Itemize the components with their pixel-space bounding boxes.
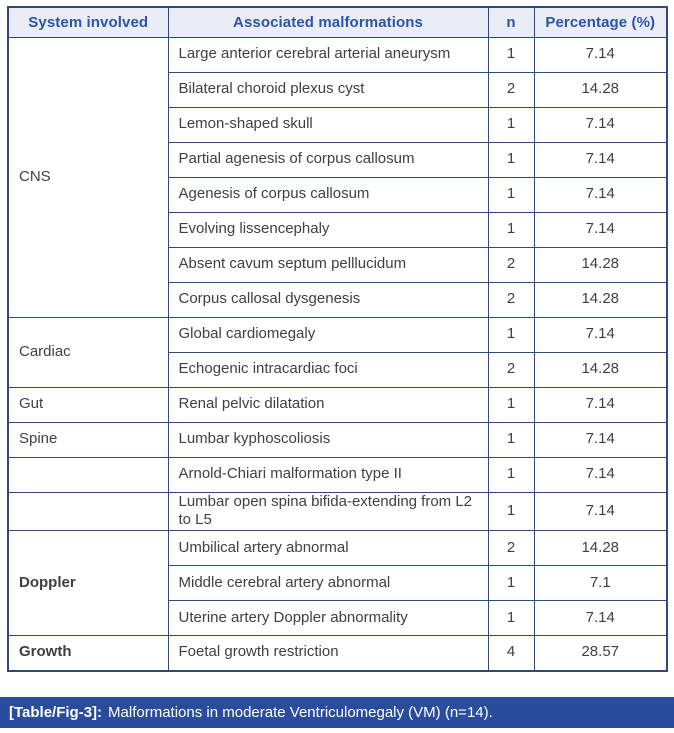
table-row: Middle cerebral artery abnormal 1 7.1 (8, 565, 668, 601)
system-cell: Gut (7, 386, 169, 423)
malformation-cell: Large anterior cerebral arterial aneurys… (167, 36, 489, 73)
table-caption: [Table/Fig-3]: Malformations in moderate… (0, 697, 674, 728)
header-row: System involved Associated malformations n… (7, 6, 668, 38)
count-cell: 1 (487, 600, 535, 636)
percentage-cell: 7.14 (533, 36, 668, 73)
column-header-2: n (487, 6, 535, 38)
system-cell (7, 491, 169, 531)
count-cell: 1 (487, 565, 535, 601)
table-row: Agenesis of corpus callosum 1 7.14 (8, 176, 668, 213)
malformation-cell: Umbilical artery abnormal (167, 530, 489, 566)
malformation-cell: Foetal growth restriction (167, 635, 489, 671)
percentage-cell: 14.28 (533, 530, 668, 566)
malformation-cell: Corpus callosal dysgenesis (167, 281, 489, 318)
table-row: Evolving lissencephaly 1 7.14 (8, 211, 668, 248)
malformation-cell: Lemon-shaped skull (167, 106, 489, 143)
system-cell (7, 456, 169, 493)
percentage-cell: 7.14 (533, 106, 668, 143)
caption-text: Malformations in moderate Ventriculomega… (108, 704, 493, 721)
count-cell: 1 (487, 386, 535, 423)
percentage-cell: 7.14 (533, 386, 668, 423)
percentage-cell: 14.28 (533, 71, 668, 108)
malformation-cell: Echogenic intracardiac foci (167, 351, 489, 388)
count-cell: 2 (487, 246, 535, 283)
table-figure: System involved Associated malformations n… (0, 6, 674, 733)
percentage-cell: 7.14 (533, 211, 668, 248)
percentage-cell: 14.28 (533, 246, 668, 283)
malformation-cell: Evolving lissencephaly (167, 211, 489, 248)
system-cell: Spine (7, 421, 169, 458)
column-header-1: Associated malformations (167, 6, 489, 38)
malformation-cell: Lumbar kyphoscoliosis (167, 421, 489, 458)
table-row: Spine Lumbar kyphoscoliosis 1 7.14 (7, 421, 668, 458)
count-cell: 2 (487, 530, 535, 566)
count-cell: 2 (487, 71, 535, 108)
percentage-cell: 7.14 (533, 456, 668, 493)
count-cell: 1 (487, 316, 535, 353)
table-body: CNS Large anterior cerebral arterial aneu… (7, 36, 668, 671)
table-row: Bilateral choroid plexus cyst 2 14.28 (8, 71, 668, 108)
count-cell: 1 (487, 106, 535, 143)
percentage-cell: 28.57 (533, 635, 668, 671)
count-cell: 1 (487, 176, 535, 213)
percentage-cell: 7.14 (533, 421, 668, 458)
malformation-cell: Partial agenesis of corpus callosum (167, 141, 489, 178)
malformations-table: System involved Associated malformations n… (7, 6, 668, 672)
table-row: Doppler Umbilical artery abnormal 2 14.28 (7, 530, 668, 636)
percentage-cell: 7.14 (533, 141, 668, 178)
percentage-cell: 7.14 (533, 491, 668, 531)
caption-label: [Table/Fig-3]: (9, 704, 103, 721)
column-header-3: Percentage (%) (533, 6, 668, 38)
percentage-cell: 7.14 (533, 316, 668, 353)
table-row: CNS Large anterior cerebral arterial aneu… (7, 36, 668, 318)
count-cell: 1 (487, 36, 535, 73)
column-header-0: System involved (7, 6, 169, 38)
malformation-cell: Middle cerebral artery abnormal (167, 565, 489, 601)
table-row: Corpus callosal dysgenesis 2 14.28 (8, 281, 668, 318)
malformation-cell: Lumbar open spina bifida-extending from … (167, 491, 489, 531)
malformation-cell: Absent cavum septum pelllucidum (167, 246, 489, 283)
count-cell: 1 (487, 141, 535, 178)
system-cell: Cardiac (7, 316, 169, 388)
malformation-cell: Global cardiomegaly (167, 316, 489, 353)
table-row: Lumbar open spina bifida-extending from … (7, 491, 668, 531)
count-cell: 2 (487, 281, 535, 318)
malformation-cell: Renal pelvic dilatation (167, 386, 489, 423)
table-row: Cardiac Global cardiomegaly 1 7.14 (7, 316, 668, 388)
system-cell: Doppler (7, 530, 169, 636)
count-cell: 1 (487, 491, 535, 531)
percentage-cell: 14.28 (533, 281, 668, 318)
percentage-cell: 7.14 (533, 600, 668, 636)
percentage-cell: 7.1 (533, 565, 668, 601)
table-row: Growth Foetal growth restriction 4 28.57 (7, 635, 668, 671)
table-row: Arnold-Chiari malformation type II 1 7.14 (7, 456, 668, 493)
system-cell: CNS (7, 36, 169, 318)
count-cell: 1 (487, 211, 535, 248)
table-row: Gut Renal pelvic dilatation 1 7.14 (7, 386, 668, 423)
malformation-cell: Uterine artery Doppler abnormality (167, 600, 489, 636)
malformation-cell: Bilateral choroid plexus cyst (167, 71, 489, 108)
malformation-cell: Arnold-Chiari malformation type II (167, 456, 489, 493)
count-cell: 4 (487, 635, 535, 671)
system-cell: Growth (7, 635, 169, 671)
malformation-cell: Agenesis of corpus callosum (167, 176, 489, 213)
percentage-cell: 7.14 (533, 176, 668, 213)
count-cell: 1 (487, 456, 535, 493)
percentage-cell: 14.28 (533, 351, 668, 388)
count-cell: 1 (487, 421, 535, 458)
count-cell: 2 (487, 351, 535, 388)
table-row: Echogenic intracardiac foci 2 14.28 (8, 351, 668, 388)
